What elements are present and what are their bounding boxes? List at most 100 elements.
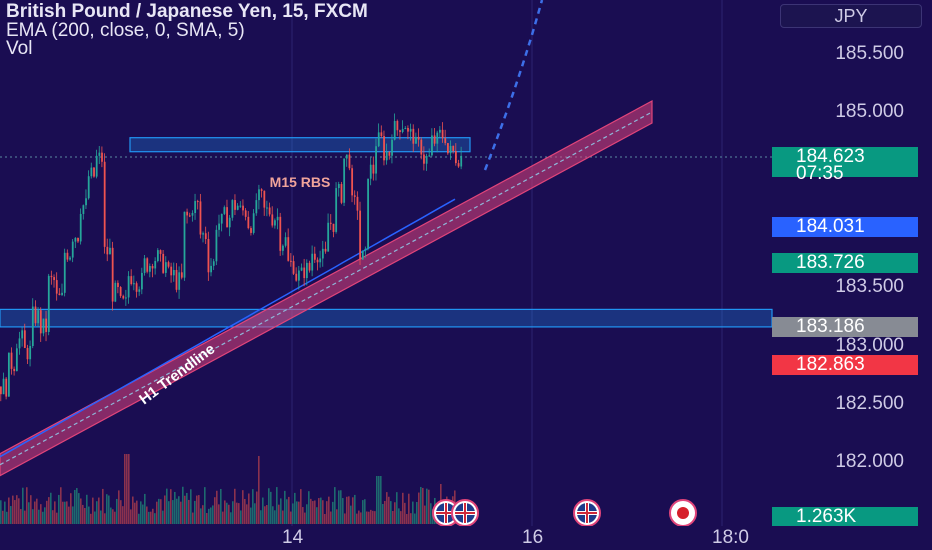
candle-body (420, 139, 423, 155)
candle-body (348, 154, 351, 169)
red-level-badge: 182.863 (772, 355, 918, 375)
volume-bar (300, 489, 302, 524)
candle-body (351, 168, 354, 196)
candle-body (109, 247, 111, 255)
currency-button[interactable]: JPY (780, 4, 922, 28)
candle-body (135, 283, 138, 292)
candle-body (433, 135, 436, 144)
candle-body (34, 306, 37, 324)
candle-body (367, 178, 369, 249)
candle-body (5, 378, 8, 397)
volume-bar (352, 497, 354, 524)
event-icons (432, 499, 697, 527)
last-price-value: 184.623 (796, 146, 865, 167)
candle-body (18, 338, 21, 349)
candle-body (321, 248, 324, 259)
volume-bar (226, 502, 228, 524)
candle-body (305, 262, 308, 279)
volume-bar (420, 486, 422, 524)
volume-bar (16, 495, 18, 524)
volume-bar (364, 499, 366, 524)
volume-bar (114, 511, 116, 524)
candle-body (37, 310, 40, 324)
volume-bar (232, 501, 234, 524)
time-axis[interactable]: 14 16 18:0 (0, 526, 932, 550)
candle-body (50, 275, 53, 278)
candle-body (119, 287, 122, 296)
price-tick: 183.500 (835, 276, 904, 298)
candle-body (156, 250, 159, 262)
volume-bar (106, 494, 108, 524)
volume-bar (166, 488, 168, 524)
volume-bar (388, 496, 390, 524)
volume-bar (320, 497, 322, 524)
candle-body (47, 275, 50, 332)
volume-bar (64, 501, 66, 524)
volume-bar (200, 508, 202, 524)
candle-body (151, 265, 154, 269)
volume-bar (316, 507, 318, 524)
candle-body (127, 276, 130, 298)
candle-body (343, 158, 346, 203)
candle-body (204, 233, 207, 240)
candle-body (167, 262, 170, 267)
volume-bar (310, 498, 312, 524)
volume-bar (340, 490, 342, 524)
volume-bar (60, 487, 62, 524)
volume-bar (348, 496, 350, 524)
candle-body (183, 211, 186, 278)
volume-bar (228, 504, 230, 524)
volume-bar (80, 498, 82, 524)
candle-body (407, 127, 409, 132)
volume-bar (362, 500, 364, 524)
volume-bar (130, 509, 132, 524)
candle-body (141, 272, 143, 290)
candle-body (242, 205, 244, 211)
volume-bar (38, 509, 40, 524)
time-label-18: 18:0 (712, 527, 749, 548)
volume-bar (416, 501, 418, 524)
candle-body (178, 272, 181, 290)
candle-body (220, 213, 223, 224)
volume-bar (278, 504, 280, 524)
volume-bar (326, 501, 328, 524)
candle-body (98, 152, 101, 156)
ema-price-badge: 184.031 (772, 217, 918, 237)
volume-indicator-label[interactable]: Vol (6, 38, 33, 59)
candle-body (284, 237, 287, 246)
candle-body (274, 220, 276, 226)
candle-body (133, 283, 135, 285)
candle-body (415, 136, 417, 144)
volume-bar (120, 500, 122, 524)
candle-body (199, 201, 202, 235)
volume-bar (46, 500, 48, 524)
volume-bar (344, 513, 346, 524)
volume-bar (318, 498, 320, 524)
candle-body (196, 201, 199, 203)
candle-body (266, 207, 268, 209)
volume-bar (356, 513, 358, 524)
volume-bar (406, 513, 408, 524)
volume-bar (116, 498, 118, 524)
candle-body (223, 207, 226, 214)
candle-body (7, 352, 10, 397)
volume-bar (108, 495, 110, 524)
volume-bar (308, 491, 310, 524)
volume-bar (288, 496, 290, 524)
volume-bar (230, 512, 232, 524)
candle-body (250, 228, 252, 233)
volume-bar (424, 505, 426, 524)
volume-bar (168, 501, 170, 524)
candle-body (170, 266, 173, 276)
candle-body (87, 176, 90, 199)
ema-indicator-label[interactable]: EMA (200, close, 0, SMA, 5) (6, 20, 245, 41)
candle-body (423, 154, 425, 164)
candle-body (42, 318, 45, 334)
volume-bar (54, 501, 56, 524)
candle-body (66, 252, 69, 260)
volume-bar (220, 488, 222, 524)
volume-bar (204, 487, 206, 524)
candle-body (218, 223, 220, 230)
